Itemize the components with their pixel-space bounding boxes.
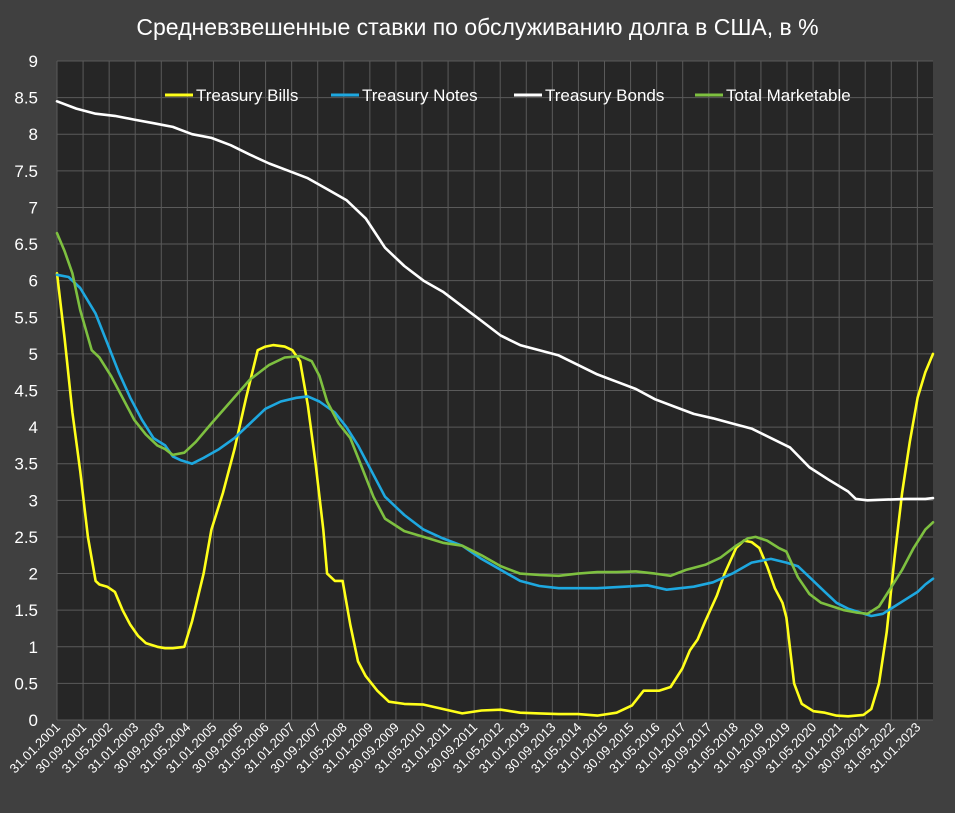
y-tick-label: 6 xyxy=(29,272,38,291)
y-tick-label: 8 xyxy=(29,125,38,144)
y-tick-label: 4 xyxy=(29,418,38,437)
series-line-treasury-bills xyxy=(55,271,935,718)
y-tick-label: 5.5 xyxy=(14,308,38,327)
y-tick-label: 1.5 xyxy=(14,601,38,620)
legend-label: Total Marketable xyxy=(726,86,851,105)
y-tick-label: 7.5 xyxy=(14,162,38,181)
legend-label: Treasury Notes xyxy=(362,86,478,105)
y-tick-label: 8.5 xyxy=(14,89,38,108)
legend-label: Treasury Bills xyxy=(196,86,298,105)
chart-title: Средневзвешенные ставки по обслуживанию … xyxy=(136,14,819,40)
y-tick-label: 5 xyxy=(29,345,38,364)
y-tick-label: 0.5 xyxy=(14,674,38,693)
y-tick-label: 7 xyxy=(29,198,38,217)
y-tick-label: 0 xyxy=(29,711,38,730)
y-tick-label: 2 xyxy=(29,565,38,584)
y-tick-label: 9 xyxy=(29,52,38,71)
y-tick-label: 4.5 xyxy=(14,382,38,401)
y-tick-label: 2.5 xyxy=(14,528,38,547)
series-line-treasury-bonds xyxy=(55,100,935,502)
y-tick-label: 3.5 xyxy=(14,455,38,474)
legend-label: Treasury Bonds xyxy=(545,86,664,105)
y-tick-label: 3 xyxy=(29,491,38,510)
series-line-total-marketable xyxy=(55,231,935,616)
y-tick-label: 1 xyxy=(29,638,38,657)
y-tick-label: 6.5 xyxy=(14,235,38,254)
